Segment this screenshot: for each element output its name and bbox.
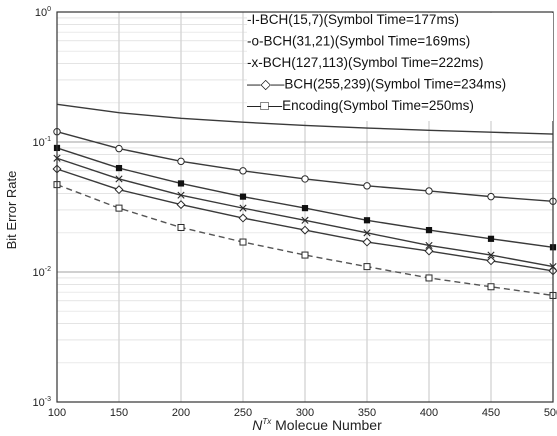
data-point xyxy=(177,180,185,187)
data-point xyxy=(487,192,495,201)
data-point xyxy=(177,223,185,231)
legend-marker: -x- xyxy=(247,55,263,70)
legend-label: Encoding(Symbol Time=250ms) xyxy=(282,98,474,113)
x-axis-label-symbol: N xyxy=(252,417,263,433)
y-tick-exponent: 0 xyxy=(47,6,51,13)
y-tick-base: 10 xyxy=(35,7,47,19)
data-point xyxy=(301,175,309,183)
x-tick-label: 250 xyxy=(234,407,252,419)
legend-label: BCH(127,113)(Symbol Time=222ms) xyxy=(263,55,484,70)
y-tick-label: 100 xyxy=(35,6,51,19)
x-axis-label-superscript: Tx xyxy=(262,417,272,426)
legend-label: BCH(15,7)(Symbol Time=177ms) xyxy=(260,12,459,27)
series-line xyxy=(56,103,554,135)
data-point xyxy=(301,251,309,259)
data-point xyxy=(425,241,433,250)
data-point xyxy=(363,182,371,190)
data-point xyxy=(301,216,309,224)
data-point xyxy=(425,187,433,195)
plot-frame xyxy=(56,11,554,403)
data-point xyxy=(301,205,309,212)
y-tick-exponent: -1 xyxy=(45,136,51,143)
data-point xyxy=(362,237,372,247)
legend-marker: -I- xyxy=(247,12,260,27)
data-point xyxy=(425,274,433,282)
x-tick-label: 450 xyxy=(482,407,500,419)
y-tick-base: 10 xyxy=(33,267,45,279)
y-tick-label: 10-2 xyxy=(33,266,52,279)
data-point xyxy=(115,164,123,172)
series xyxy=(53,144,557,251)
legend-entry: -x-BCH(127,113)(Symbol Time=222ms) xyxy=(247,55,483,70)
data-point xyxy=(239,238,247,246)
series xyxy=(52,164,557,276)
legend-entry: -I-BCH(15,7)(Symbol Time=177ms) xyxy=(247,12,459,27)
data-point xyxy=(424,246,434,256)
data-point xyxy=(487,251,495,259)
data-point xyxy=(177,157,185,166)
legend-marker: —□— xyxy=(247,98,283,113)
legend-marker: -o- xyxy=(247,34,264,49)
data-point xyxy=(239,193,247,200)
legend-label: BCH(31,21)(Symbol Time=169ms) xyxy=(264,34,471,49)
plot-border xyxy=(56,11,554,403)
series xyxy=(53,128,557,205)
data-point xyxy=(239,204,247,212)
x-tick-label: 500 xyxy=(544,407,557,419)
data-point xyxy=(487,235,495,242)
series xyxy=(56,103,554,135)
tick-labels: 10015020025030035040045050010010-110-210… xyxy=(33,6,557,419)
y-tick-label: 10-1 xyxy=(33,136,52,149)
legend-marker: —◇— xyxy=(247,77,285,92)
y-axis-label: Bit Error Rate xyxy=(4,171,19,250)
data-point xyxy=(487,283,495,291)
data-point xyxy=(300,225,310,235)
legend-label: BCH(255,239)(Symbol Time=234ms) xyxy=(284,77,506,92)
y-tick-base: 10 xyxy=(33,137,45,149)
legend-entry: -o-BCH(31,21)(Symbol Time=169ms) xyxy=(247,34,470,49)
data-point xyxy=(115,144,123,153)
x-tick-label: 400 xyxy=(420,407,438,419)
y-tick-exponent: -2 xyxy=(45,266,51,273)
x-tick-label: 100 xyxy=(48,407,66,419)
data-point xyxy=(238,213,248,223)
x-tick-label: 350 xyxy=(358,407,376,419)
data-point xyxy=(239,167,247,175)
legend-entry: —□—Encoding(Symbol Time=250ms) xyxy=(247,98,474,113)
data-point xyxy=(486,256,496,266)
legend-box xyxy=(247,13,553,121)
y-tick-base: 10 xyxy=(33,397,45,409)
data-point xyxy=(114,185,124,195)
x-axis-label-text: Molecue Number xyxy=(271,417,382,433)
x-tick-label: 200 xyxy=(172,407,190,419)
data-point xyxy=(425,227,433,234)
data-point xyxy=(115,204,123,212)
legend: -I-BCH(15,7)(Symbol Time=177ms) -o-BCH(31… xyxy=(247,12,553,121)
y-tick-exponent: -3 xyxy=(45,396,51,403)
data-point xyxy=(177,191,185,199)
data-point xyxy=(115,175,123,183)
x-tick-label: 300 xyxy=(296,407,314,419)
data-point xyxy=(363,263,371,271)
x-axis-label: NTx Molecue Number xyxy=(252,417,382,433)
y-tick-label: 10-3 xyxy=(33,396,52,409)
x-tick-label: 150 xyxy=(110,407,128,419)
legend-entry: —◇—BCH(255,239)(Symbol Time=234ms) xyxy=(247,77,506,92)
data-point xyxy=(176,200,186,210)
data-point xyxy=(363,217,371,224)
data-point xyxy=(363,229,371,237)
